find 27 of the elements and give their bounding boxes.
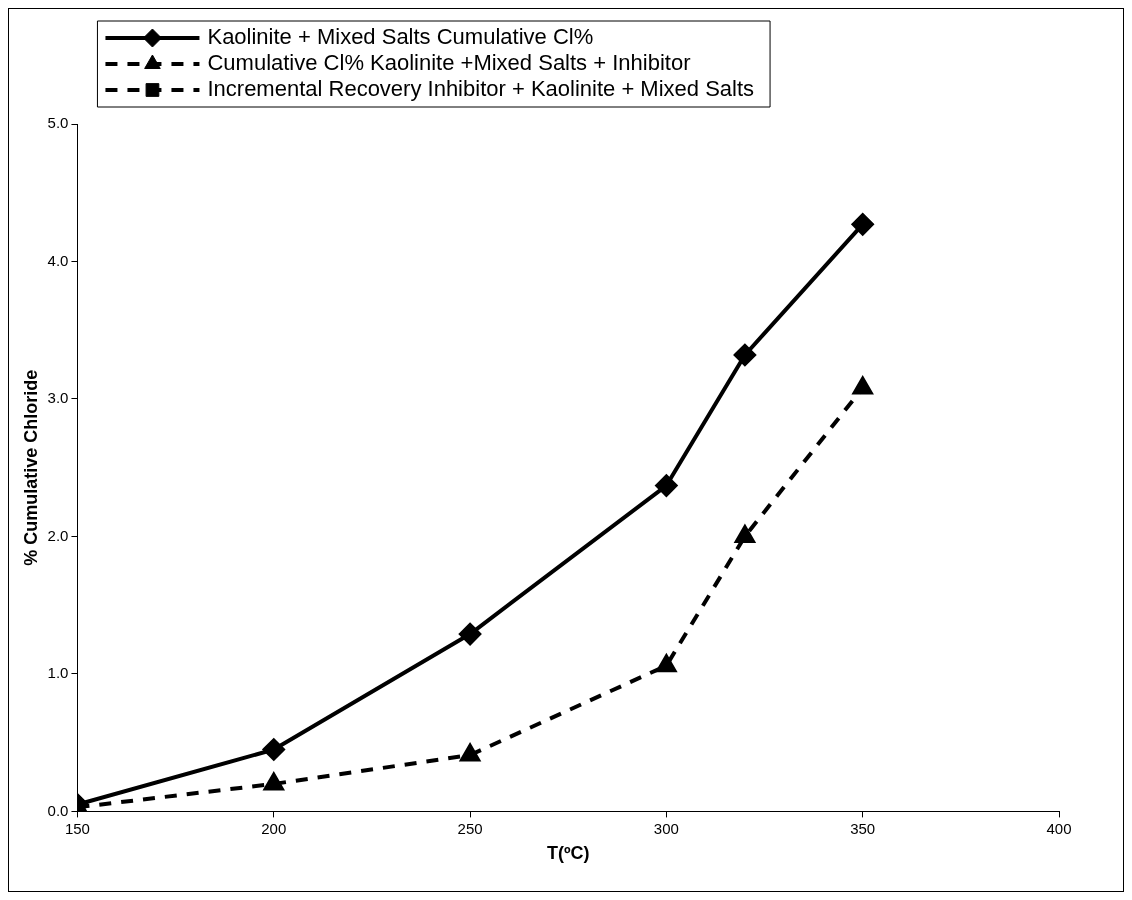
point (852, 376, 873, 395)
x-tick-label: 150 (64, 819, 90, 837)
y-tick-label: 4.0 (47, 251, 69, 269)
y-tick-label: 2.0 (47, 526, 69, 544)
x-tick-label: 300 (653, 819, 679, 837)
x-axis-title: T(ºC) (546, 843, 590, 864)
x-tick-label: 400 (1046, 819, 1072, 837)
point (460, 744, 480, 762)
legend-label: Cumulative Cl% Kaolinite +Mixed Salts + Inhibitor (207, 50, 691, 76)
x-tick-label: 200 (261, 819, 287, 837)
y-tick-label: 1.0 (47, 664, 69, 682)
point (655, 652, 678, 673)
legend-label: Incremental Recovery Inhibitor + Kaolinite + Mixed Salts (207, 76, 755, 102)
y-tick-label: 5.0 (47, 114, 69, 132)
point (655, 474, 678, 497)
y-tick-label: 3.0 (47, 389, 69, 407)
point (733, 343, 756, 366)
legend-label: Kaolinite + Mixed Salts Cumulative Cl% (207, 24, 594, 50)
x-tick-label: 350 (850, 819, 876, 837)
y-axis-title: % Cumulative Chloride (20, 369, 41, 566)
point (851, 213, 874, 236)
point (263, 772, 284, 791)
point (735, 525, 755, 543)
point (262, 738, 285, 761)
y-tick-label: 0.0 (47, 801, 69, 819)
x-tick-label: 250 (457, 819, 483, 837)
point (459, 623, 482, 646)
